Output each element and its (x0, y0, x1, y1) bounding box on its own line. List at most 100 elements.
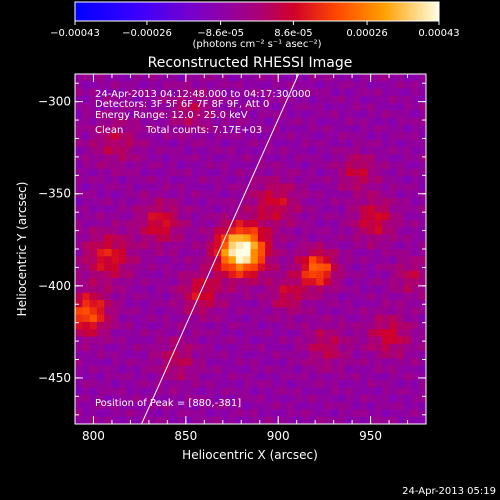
heatmap-cell (411, 256, 420, 265)
heatmap-cell (170, 197, 178, 206)
heatmap-cell (126, 168, 135, 177)
heatmap-cell (272, 263, 281, 272)
heatmap-cell (352, 88, 361, 97)
heatmap-cell (272, 88, 281, 97)
heatmap-cell (228, 409, 237, 418)
heatmap-cell (301, 307, 310, 316)
heatmap-cell (323, 154, 332, 163)
footer-timestamp: 24-Apr-2013 05:19 (402, 486, 496, 497)
heatmap-cell (184, 270, 193, 279)
heatmap-cell (360, 300, 369, 308)
heatmap-cell (367, 256, 376, 265)
heatmap-cell (126, 110, 135, 119)
heatmap-cell (148, 168, 157, 177)
heatmap-cell (228, 402, 237, 411)
heatmap-cell (118, 103, 127, 112)
heatmap-cell (404, 95, 412, 104)
heatmap-cell (382, 263, 391, 272)
heatmap-cell (265, 197, 274, 206)
heatmap-cell (265, 139, 274, 148)
heatmap-cell (272, 387, 281, 396)
heatmap-cell (374, 197, 383, 206)
heatmap-cell (250, 278, 259, 287)
heatmap-cell (221, 132, 230, 141)
heatmap-cell (177, 212, 186, 221)
x-axis-label: Heliocentric X (arcsec) (182, 448, 318, 462)
heatmap-cell (177, 190, 186, 199)
heatmap-cell (360, 168, 369, 177)
heatmap-cell (235, 263, 244, 272)
heatmap-cell (272, 343, 281, 352)
heatmap-cell (206, 146, 215, 155)
heatmap-cell (235, 227, 244, 236)
heatmap-cell (272, 300, 281, 308)
heatmap-cell (411, 351, 420, 359)
heatmap-cell (170, 219, 178, 228)
heatmap-cell (265, 95, 274, 104)
heatmap-cell (345, 168, 354, 177)
heatmap-cell (111, 321, 120, 330)
heatmap-cell (213, 343, 222, 352)
heatmap-cell (177, 263, 186, 272)
heatmap-cell (345, 197, 354, 206)
y-tick-label: −300 (38, 95, 71, 109)
heatmap-cell (126, 263, 135, 272)
heatmap-cell (104, 139, 113, 148)
heatmap-cell (294, 88, 303, 97)
heatmap-cell (418, 110, 426, 119)
heatmap-cell (338, 81, 347, 90)
heatmap-cell (389, 270, 398, 279)
heatmap-cell (184, 394, 193, 403)
heatmap-cell (170, 329, 178, 338)
heatmap-cell (148, 249, 157, 257)
heatmap-cell (170, 380, 178, 389)
heatmap-cell (301, 387, 310, 396)
heatmap-cell (374, 249, 383, 257)
heatmap-cell (257, 278, 266, 287)
heatmap-cell (272, 285, 281, 294)
heatmap-cell (301, 103, 310, 112)
heatmap-cell (228, 394, 237, 403)
heatmap-cell (126, 343, 135, 352)
heatmap-cell (287, 139, 295, 148)
heatmap-cell (111, 88, 120, 97)
heatmap-cell (177, 249, 186, 257)
heatmap-cell (294, 190, 303, 199)
heatmap-cell (192, 343, 200, 352)
heatmap-cell (360, 380, 369, 389)
heatmap-cell (404, 168, 412, 177)
heatmap-cell (396, 168, 405, 177)
heatmap-cell (404, 154, 412, 163)
heatmap-cell (192, 285, 200, 294)
heatmap-cell (411, 125, 420, 133)
heatmap-cell (389, 227, 398, 236)
heatmap-cell (162, 190, 171, 199)
heatmap-cell (228, 343, 237, 352)
heatmap-cell (352, 270, 361, 279)
heatmap-cell (374, 416, 383, 424)
heatmap-cell (301, 394, 310, 403)
heatmap-cell (382, 343, 391, 352)
heatmap-cell (162, 336, 171, 345)
heatmap-cell (352, 103, 361, 112)
annotation-energy: Energy Range: 12.0 - 25.0 keV (95, 110, 248, 121)
heatmap-cell (235, 168, 244, 177)
heatmap-cell (287, 132, 295, 141)
heatmap-cell (382, 197, 391, 206)
heatmap-cell (82, 372, 91, 381)
heatmap-cell (374, 168, 383, 177)
heatmap-cell (155, 117, 164, 126)
heatmap-cell (89, 321, 98, 330)
chart-title: Reconstructed RHESSI Image (148, 55, 353, 71)
heatmap-cell (287, 409, 295, 418)
heatmap-cell (235, 300, 244, 308)
heatmap-cell (272, 292, 281, 301)
heatmap-cell (374, 372, 383, 381)
heatmap-cell (192, 402, 200, 411)
heatmap-cell (89, 139, 98, 148)
heatmap-cell (184, 292, 193, 301)
heatmap-cell (287, 154, 295, 163)
heatmap-cell (228, 205, 237, 214)
annotation-detectors: Detectors: 3F 5F 6F 7F 8F 9F, Att 0 (95, 99, 269, 110)
heatmap-cell (323, 358, 332, 367)
